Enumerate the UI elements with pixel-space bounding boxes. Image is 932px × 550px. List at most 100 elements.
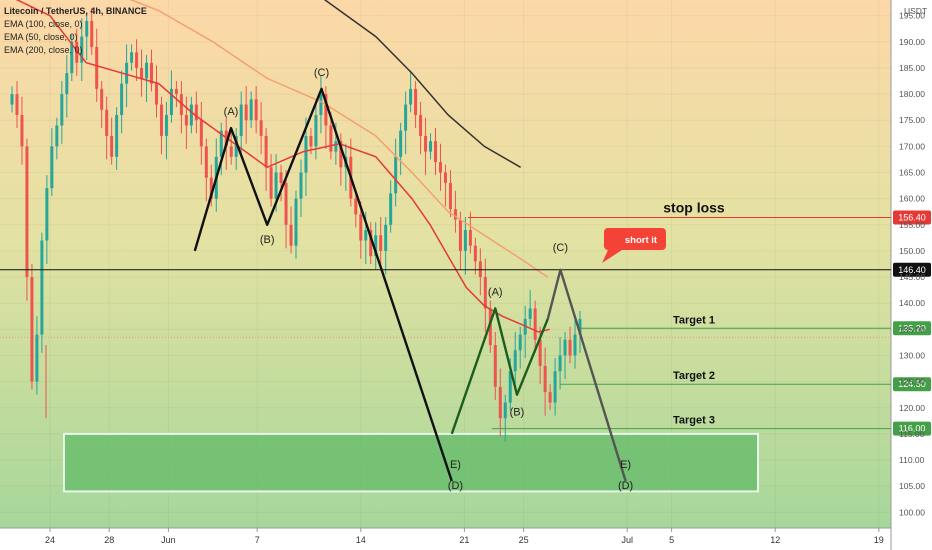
y-tick-label: 135.00 xyxy=(899,324,925,334)
candle-body xyxy=(150,62,154,84)
candle-body xyxy=(458,219,462,251)
x-tick-label: 24 xyxy=(45,535,55,545)
candle-body xyxy=(518,334,522,351)
candle-body xyxy=(105,109,109,136)
y-tick-label: 180.00 xyxy=(899,89,925,99)
candle-body xyxy=(135,52,139,68)
legend-ema-50: EMA (50, close, 0) xyxy=(4,32,78,42)
candle-body xyxy=(414,88,418,116)
candle-body xyxy=(304,135,308,173)
chart-legend: Litecoin / TetherUS, 4h, BINANCE EMA (10… xyxy=(4,6,147,55)
y-tick-label: 150.00 xyxy=(899,246,925,256)
y-tick-label: 165.00 xyxy=(899,168,925,178)
price-tag-text: 146.40 xyxy=(898,265,926,275)
candle-body xyxy=(364,230,368,241)
candle-body xyxy=(259,120,263,136)
x-tick-label: Jun xyxy=(161,535,176,545)
candle-body xyxy=(189,104,193,126)
support-zone xyxy=(63,432,759,493)
y-tick-label: 110.00 xyxy=(899,455,925,465)
candle-body xyxy=(508,371,512,403)
candle-body xyxy=(249,99,253,121)
candle-body xyxy=(359,214,363,241)
price-tag-text: 116.00 xyxy=(899,424,926,434)
y-tick-label: 140.00 xyxy=(899,298,925,308)
price-tag-text: 156.40 xyxy=(898,212,926,222)
candle-body xyxy=(254,99,258,121)
x-tick-label: 12 xyxy=(770,535,780,545)
candle-body xyxy=(35,334,39,382)
price-tag-box xyxy=(893,210,931,225)
y-tick-label: 170.00 xyxy=(899,141,925,151)
candle-body xyxy=(15,94,19,116)
candle-body xyxy=(314,115,318,147)
candle-body xyxy=(573,334,577,356)
candle-body xyxy=(434,141,438,163)
candle-body xyxy=(453,209,457,220)
candle-body xyxy=(184,115,188,126)
x-tick-label: 25 xyxy=(519,535,529,545)
candle-body xyxy=(294,198,298,246)
candle-body xyxy=(115,115,119,157)
candle-body xyxy=(80,36,84,63)
y-tick-label: 120.00 xyxy=(899,403,925,413)
candle-body xyxy=(269,167,273,199)
price-axis[interactable]: 100.00 105.00 110.00 115.00 120.00 125.00 130.… xyxy=(899,11,925,518)
candle-body xyxy=(55,125,59,147)
candle-body xyxy=(543,365,547,393)
candle-body xyxy=(219,130,223,157)
wave-label: (A) xyxy=(224,106,239,118)
candle-body xyxy=(204,146,208,178)
candle-body xyxy=(334,141,338,152)
candle-body xyxy=(209,177,213,199)
candle-body xyxy=(125,62,129,84)
candle-body xyxy=(234,135,238,157)
candle-body xyxy=(553,371,557,403)
price-tag-text: 135.20 xyxy=(898,323,926,333)
y-tick-label: 125.00 xyxy=(899,377,925,387)
y-tick-label: 130.00 xyxy=(899,350,925,360)
candle-body xyxy=(100,88,104,110)
candle-body xyxy=(429,141,433,152)
candle-body xyxy=(379,235,383,251)
level-label: Target 2 xyxy=(673,370,715,382)
candle-body xyxy=(309,135,313,147)
candle-body xyxy=(164,115,168,136)
candle-body xyxy=(274,172,278,199)
candle-body xyxy=(199,120,203,147)
y-tick-label: 175.00 xyxy=(899,115,925,125)
candle-body xyxy=(40,240,44,335)
candle-body xyxy=(468,230,472,246)
wave-paths xyxy=(193,87,627,482)
candle-body xyxy=(443,172,447,183)
y-tick-label: 190.00 xyxy=(899,37,925,47)
candle-body xyxy=(319,94,323,116)
candle-body xyxy=(394,156,398,194)
callout-bubble xyxy=(602,228,666,263)
candle-body xyxy=(45,188,49,241)
time-axis[interactable]: 24 28 Jun 7 14 21 25 Jul 5 12 19 xyxy=(45,528,884,545)
candle-body xyxy=(369,230,373,257)
candle-body xyxy=(548,392,552,403)
x-tick-label: Jul xyxy=(621,535,633,545)
wave-label: E) xyxy=(620,459,631,471)
candle-body xyxy=(563,339,567,356)
candle-body xyxy=(174,88,178,95)
candle-body xyxy=(339,141,343,168)
candle-body xyxy=(419,115,423,136)
level-label: Target 1 xyxy=(673,314,715,326)
wave-label: (A) xyxy=(488,286,503,298)
candle-body xyxy=(299,172,303,199)
x-tick-label: 7 xyxy=(255,535,260,545)
candle-body xyxy=(95,47,99,89)
wave-label: (C) xyxy=(314,67,329,79)
wave-label: (B) xyxy=(260,234,275,246)
candle-body xyxy=(384,224,388,251)
ema-100-line xyxy=(129,0,549,278)
candle-body xyxy=(179,94,183,116)
candle-body xyxy=(354,198,358,215)
legend-title: Litecoin / TetherUS, 4h, BINANCE xyxy=(4,6,147,16)
price-tag-text: 124.50 xyxy=(898,379,926,389)
candle-body xyxy=(558,355,562,372)
